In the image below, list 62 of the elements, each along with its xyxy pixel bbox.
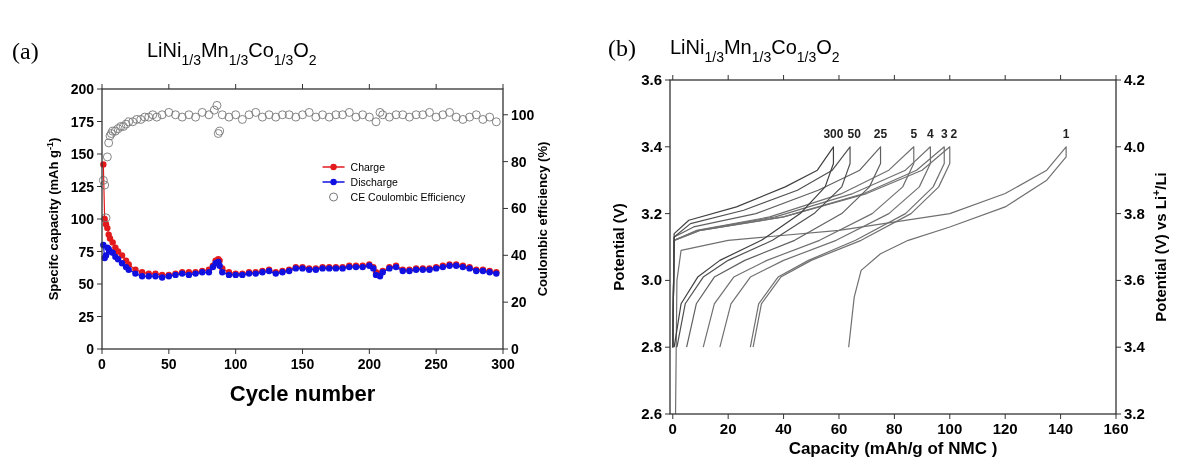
y2-tick-label: 100	[511, 106, 535, 123]
y-tick-label: 150	[70, 146, 95, 162]
y2-tick-label: 3.4	[1124, 338, 1146, 356]
x-axis-title: Cycle number	[229, 381, 376, 406]
x-tick-label: 300	[491, 356, 515, 372]
y-tick-label: 3.0	[641, 271, 662, 289]
y2-tick-label: 80	[511, 153, 527, 170]
y2-tick-label: 4.2	[1124, 71, 1145, 88]
y-tick-label: 100	[70, 211, 95, 227]
series-label: 3	[940, 126, 948, 141]
y2-tick-label: 60	[511, 200, 527, 217]
x-tick-label: 60	[830, 420, 848, 437]
x-tick-label: 150	[290, 356, 315, 372]
x-tick-label: 120	[992, 420, 1018, 437]
y2-tick-label: 3.2	[1124, 405, 1145, 422]
y2-tick-label: 3.8	[1124, 204, 1145, 222]
chart-title: LiNi$_{1/3}$Mn$_{1/3}$Co$_{1/3}$O$_{2}$	[670, 36, 840, 65]
y-tick-label: 50	[78, 276, 95, 292]
series-label: 25	[873, 126, 888, 141]
text: (a)	[12, 38, 39, 64]
y-axis-title: Potential (V)	[610, 203, 627, 291]
y-tick-label: 2.8	[641, 338, 662, 356]
x-tick-label: 200	[357, 356, 382, 372]
x-tick-label: 40	[775, 420, 792, 437]
chart-title: LiNi$_{1/3}$Mn$_{1/3}$Co$_{1/3}$O$_{2}$	[147, 39, 317, 68]
legend-label: Discharge	[350, 176, 398, 188]
y-tick-label: 75	[78, 243, 95, 260]
x-tick-label: 20	[719, 420, 737, 437]
y-tick-label: 3.2	[641, 204, 662, 222]
y2-axis-title: Coulombic efficiency (%)	[535, 141, 550, 297]
y2-tick-label: 3.6	[1124, 271, 1145, 289]
text: (b)	[608, 35, 636, 61]
y2-tick-label: 0	[511, 341, 519, 357]
y-tick-label: 0	[86, 341, 95, 357]
legend-label: Charge	[350, 161, 386, 173]
y2-tick-label: 4.0	[1124, 137, 1145, 155]
y2-tick-label: 40	[511, 247, 527, 264]
x-tick-label: 80	[886, 420, 903, 437]
y-tick-label: 2.6	[641, 405, 662, 422]
y-tick-label: 3.4	[641, 137, 663, 155]
y-tick-label: 25	[78, 308, 95, 325]
x-tick-label: 100	[223, 356, 248, 372]
x-tick-label: 0	[98, 356, 107, 372]
y-tick-label: 125	[70, 178, 95, 195]
x-tick-label: 50	[161, 356, 177, 372]
x-tick-label: 160	[1103, 420, 1129, 437]
series-label: 50	[847, 126, 862, 141]
x-tick-label: 250	[424, 356, 449, 372]
series-label: 300	[823, 126, 844, 141]
x-tick-label: 100	[937, 420, 963, 437]
legend-label: CE Coulombic Efficiency	[350, 191, 467, 203]
series-label: 2	[950, 126, 958, 141]
x-axis-title: Capacity (mAh/g of NMC )	[788, 439, 998, 458]
y-tick-label: 175	[70, 113, 95, 130]
y-tick-label: 200	[70, 81, 95, 97]
series-label: 5	[910, 126, 918, 141]
y2-tick-label: 20	[511, 294, 527, 311]
x-tick-label: 140	[1048, 420, 1074, 437]
series-label: 1	[1062, 126, 1070, 141]
y-tick-label: 3.6	[641, 71, 662, 88]
series-label: 4	[927, 126, 935, 141]
x-tick-label: 0	[668, 420, 677, 437]
